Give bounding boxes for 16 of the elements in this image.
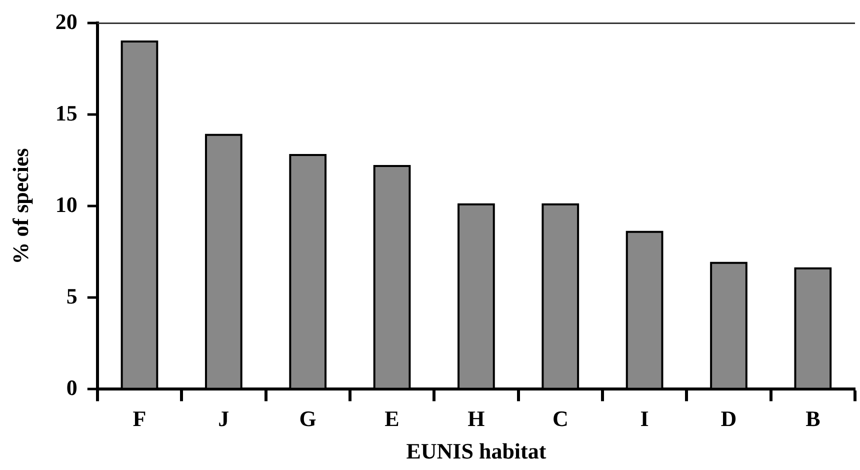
y-tick-label: 0 — [66, 374, 78, 400]
x-tick-label: E — [384, 406, 400, 432]
x-tick-label: H — [468, 406, 485, 432]
x-tick-label: F — [132, 406, 146, 432]
y-tick-label: 5 — [66, 283, 78, 308]
y-tick-label: 15 — [55, 100, 78, 126]
x-tick-label: J — [218, 406, 230, 432]
x-tick-label: G — [299, 406, 316, 432]
x-tick-label: C — [552, 406, 568, 432]
x-tick-label: B — [806, 406, 821, 432]
y-tick-label: 20 — [55, 8, 78, 34]
x-tick-label: I — [640, 406, 649, 432]
x-axis-title: EUNIS habitat — [406, 438, 547, 464]
y-tick-label: 10 — [55, 192, 78, 217]
x-tick-label: D — [720, 406, 737, 432]
y-axis-title: % of species — [8, 148, 33, 264]
